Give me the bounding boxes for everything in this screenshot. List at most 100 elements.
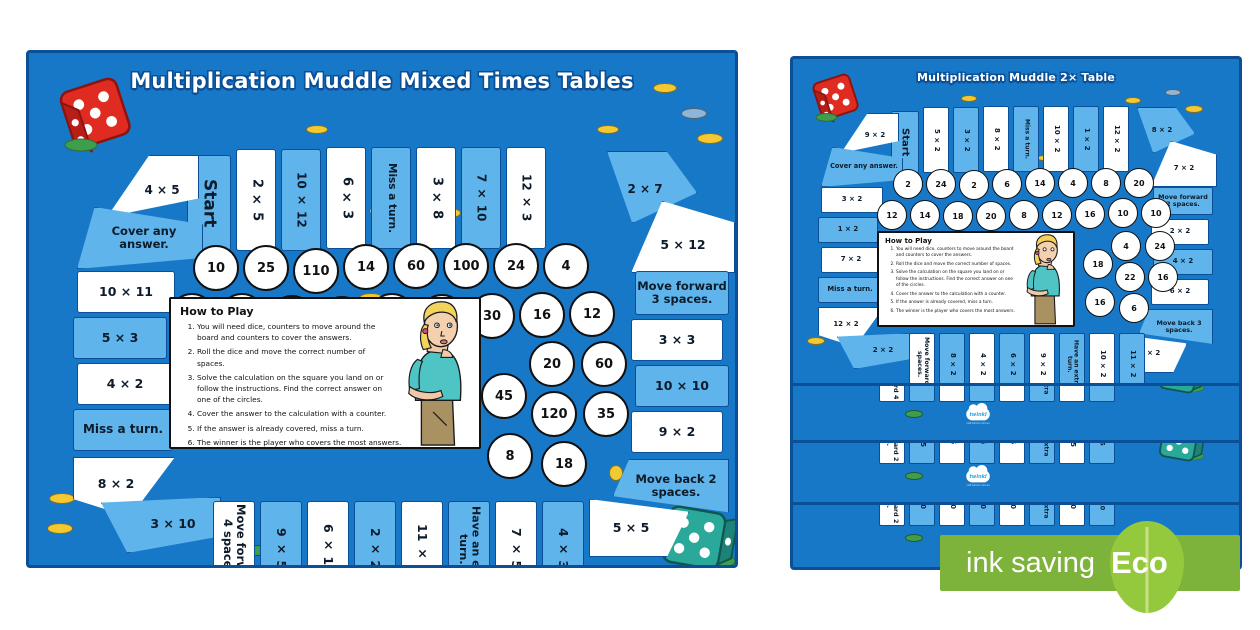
path-card[interactable]: 1 × 2 — [818, 217, 878, 243]
path-card[interactable]: Move forward 4 spaces. — [213, 501, 255, 565]
corner-card-cover-any-answer[interactable]: Cover any answer. — [77, 207, 203, 269]
path-card[interactable]: Move forward 2 spaces. — [1153, 187, 1213, 215]
answer-circle[interactable]: 10 — [1108, 198, 1138, 228]
answer-circle[interactable]: 110 — [293, 248, 339, 294]
path-card[interactable]: 8 × 2 — [939, 333, 965, 383]
path-card[interactable]: 3 × 3 — [631, 319, 723, 361]
how-to-play-step: Cover the answer to the calculation with… — [197, 408, 479, 419]
how-to-play-step: Solve the calculation on the square you … — [197, 372, 479, 405]
answer-circle[interactable]: 100 — [443, 243, 489, 289]
girl-illustration — [1026, 234, 1060, 325]
path-card[interactable]: 2 × 2 — [354, 501, 396, 565]
counter-chip — [905, 534, 923, 542]
path-card[interactable]: 11 × 2 — [1119, 333, 1145, 383]
answer-circle[interactable]: 8 — [1091, 168, 1121, 198]
path-card[interactable]: 4 × 2 — [969, 333, 995, 383]
path-card[interactable]: 10 × 2 — [1043, 106, 1069, 172]
answer-circle[interactable]: 8 — [487, 433, 533, 479]
answer-circle[interactable]: 20 — [529, 341, 575, 387]
answer-circle[interactable]: 10 — [193, 245, 239, 291]
path-card[interactable]: 11 × 2 — [401, 501, 443, 565]
answer-circle[interactable]: 25 — [243, 245, 289, 291]
answer-circle[interactable]: 2 — [893, 169, 923, 199]
counter-chip — [597, 125, 619, 134]
path-card[interactable]: 12 × 3 — [506, 147, 546, 249]
path-card[interactable]: 6 × 2 — [999, 333, 1025, 383]
answer-circle[interactable]: 35 — [583, 391, 629, 437]
path-card[interactable]: 7 × 2 — [821, 247, 881, 273]
path-card[interactable]: 4 × 3 — [542, 501, 584, 565]
path-card[interactable]: 7 × 5 — [495, 501, 537, 565]
answer-circle[interactable]: 10 — [1141, 198, 1171, 228]
answer-circle[interactable]: 45 — [481, 373, 527, 419]
path-card[interactable]: 9 × 2 — [1029, 333, 1055, 383]
counter-chip — [1125, 97, 1141, 104]
path-card[interactable]: 4 × 2 — [77, 363, 173, 405]
path-card[interactable]: Have an extra turn. — [448, 501, 490, 565]
answer-circle[interactable]: 14 — [343, 244, 389, 290]
corner-card-top-left-outer[interactable]: 4 × 5 — [107, 155, 199, 217]
answer-circle[interactable]: 16 — [1075, 199, 1105, 229]
answer-circle[interactable]: 24 — [493, 243, 539, 289]
path-card[interactable]: 6 × 3 — [326, 147, 366, 249]
answer-circle[interactable]: 6 — [992, 169, 1022, 199]
answer-circle[interactable]: 16 — [1148, 262, 1178, 292]
corner-card[interactable]: 2 × 2 — [837, 333, 915, 369]
path-card[interactable]: 3 × 8 — [416, 147, 456, 249]
how-to-play-box: How to Play You will need dice, counters… — [169, 297, 481, 449]
path-card[interactable]: 10 × 10 — [635, 365, 729, 407]
path-card[interactable]: Move forward 2 spaces. — [909, 333, 935, 383]
answer-circle[interactable]: 12 — [877, 200, 907, 230]
answer-circle[interactable]: 4 — [1111, 231, 1141, 261]
path-card[interactable]: 1 × 2 — [1073, 106, 1099, 172]
path-card[interactable]: 3 × 2 — [953, 107, 979, 173]
path-card[interactable]: 9 × 2 — [631, 411, 723, 453]
path-card[interactable]: 5 × 3 — [73, 317, 167, 359]
answer-circle[interactable]: 14 — [910, 200, 940, 230]
path-card[interactable]: Miss a turn. — [1013, 106, 1039, 172]
answer-circle[interactable]: 14 — [1025, 168, 1055, 198]
answer-circle[interactable]: 12 — [1042, 200, 1072, 230]
answer-circle[interactable]: 4 — [1058, 168, 1088, 198]
answer-circle[interactable]: 18 — [541, 441, 587, 487]
answer-circle[interactable]: 16 — [519, 292, 565, 338]
answer-circle[interactable]: 60 — [581, 341, 627, 387]
how-to-play-heading: How to Play — [885, 237, 932, 245]
answer-circle[interactable]: 6 — [1119, 293, 1149, 323]
answer-circle[interactable]: 18 — [1083, 249, 1113, 279]
answer-circle[interactable]: 8 — [1009, 200, 1039, 230]
path-card[interactable]: 10 × 11 — [77, 271, 175, 313]
path-card[interactable]: 9 × 5 — [260, 501, 302, 565]
answer-circle[interactable]: 20 — [976, 201, 1006, 231]
path-card[interactable]: Miss a turn. — [73, 409, 173, 451]
path-card[interactable]: 12 × 2 — [1103, 106, 1129, 172]
path-card[interactable]: 7 × 10 — [461, 147, 501, 249]
path-card[interactable]: 3 × 2 — [821, 187, 883, 213]
path-card[interactable]: Miss a turn. — [371, 147, 411, 249]
answer-circle[interactable]: 2 — [959, 170, 989, 200]
corner-card-bottom-left-inner[interactable]: 3 × 10 — [101, 497, 221, 553]
how-to-play-step: If the answer is already covered, miss a… — [197, 423, 479, 434]
answer-circle[interactable]: 22 — [1115, 262, 1145, 292]
answer-circle[interactable]: 4 — [543, 243, 589, 289]
path-card[interactable]: 2 × 5 — [236, 149, 276, 251]
path-card[interactable]: 6 × 10 — [307, 501, 349, 565]
path-card[interactable]: 10 × 2 — [1089, 333, 1115, 383]
answer-circle[interactable]: 24 — [926, 169, 956, 199]
twinkl-logo: twinkl visit twinkl.com.au — [965, 403, 991, 425]
path-card[interactable]: 8 × 2 — [983, 106, 1009, 172]
answer-circle[interactable]: 20 — [1124, 168, 1154, 198]
answer-circle[interactable]: 18 — [943, 201, 973, 231]
path-card[interactable]: Miss a turn. — [818, 277, 882, 303]
path-card[interactable]: 5 × 2 — [923, 107, 949, 173]
answer-circle[interactable]: 16 — [1085, 287, 1115, 317]
answer-circle[interactable]: 12 — [569, 291, 615, 337]
path-card[interactable]: Move forward 3 spaces. — [635, 271, 729, 315]
answer-circle[interactable]: 60 — [393, 243, 439, 289]
path-card[interactable]: 10 × 12 — [281, 149, 321, 251]
how-to-play-steps: You will need dice, counters to move aro… — [197, 321, 479, 447]
answer-circle[interactable]: 120 — [531, 391, 577, 437]
answer-circle[interactable]: 24 — [1145, 231, 1175, 261]
path-card[interactable]: Have an extra turn. — [1059, 333, 1085, 383]
